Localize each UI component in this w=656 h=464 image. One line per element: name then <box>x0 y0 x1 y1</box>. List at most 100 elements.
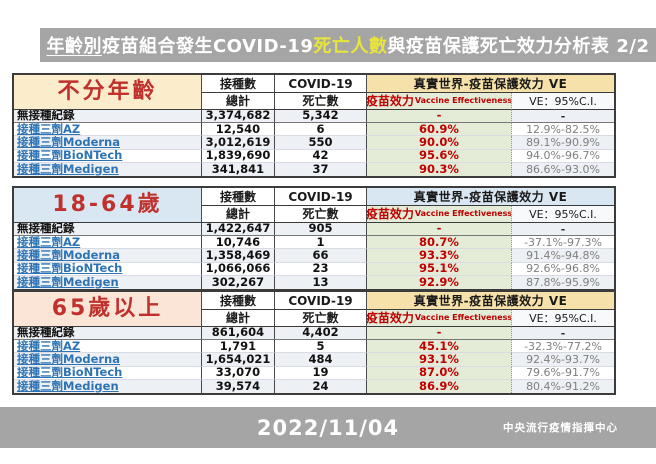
table-age-group-label: 不分年齡 <box>14 75 202 110</box>
row-label: 無接種紀錄 <box>14 110 202 124</box>
cell-vaccine-effectiveness: 45.1% <box>367 340 512 354</box>
cell-vaccinated-total: 1,654,021 <box>202 353 275 367</box>
col-header-deaths: 死亡數 <box>275 93 367 110</box>
cell-vaccine-effectiveness: 95.6% <box>367 149 512 163</box>
cell-vaccinated-total: 302,267 <box>202 275 275 289</box>
cell-vaccinated-total: 1,791 <box>202 340 275 354</box>
cell-vaccine-effectiveness: 86.9% <box>367 379 512 393</box>
cell-confidence-interval: 86.6%-93.0% <box>512 162 614 176</box>
ve-sub-label-en: Vaccine Effectiveness <box>414 209 512 218</box>
ve-sub-label-zh: 疫苗效力 <box>367 311 414 325</box>
cell-confidence-interval: 92.4%-93.7% <box>512 353 614 367</box>
cell-confidence-interval: 87.8%-95.9% <box>512 275 614 289</box>
cell-vaccinated-total: 39,574 <box>202 379 275 393</box>
footer-agency: 中央流行疫情指揮中心 <box>503 422 618 434</box>
row-label: 接種三劑BioNTech <box>14 262 202 276</box>
cell-vaccinated-total: 3,374,682 <box>202 110 275 124</box>
cell-confidence-interval: 80.4%-91.2% <box>512 379 614 393</box>
cell-confidence-interval: -37.1%-97.3% <box>512 236 614 250</box>
cell-vaccine-effectiveness: 90.0% <box>367 136 512 150</box>
col-header-ve-sub: 疫苗效力 Vaccine Effectiveness <box>367 93 512 110</box>
col-header-ci: VE：95%C.I. <box>512 206 614 223</box>
cell-vaccinated-total: 861,604 <box>202 327 275 341</box>
cell-death-count: 19 <box>275 366 367 380</box>
col-header-total: 總計 <box>202 93 275 110</box>
cell-confidence-interval: 79.6%-91.7% <box>512 367 614 380</box>
row-label: 接種三劑AZ <box>14 340 202 354</box>
cell-vaccinated-total: 3,012,619 <box>202 136 275 150</box>
cell-confidence-interval: 94.0%-96.7% <box>512 150 614 163</box>
cell-confidence-interval: 89.1%-90.9% <box>512 136 614 150</box>
cell-vaccinated-total: 1,358,469 <box>202 249 275 263</box>
title-highlight-part: 死亡人數 <box>313 36 388 57</box>
cell-death-count: 5,342 <box>275 110 367 124</box>
cell-death-count: 550 <box>275 136 367 150</box>
col-header-deaths: 死亡數 <box>275 310 367 327</box>
row-label: 無接種紀錄 <box>14 327 202 341</box>
cell-death-count: 42 <box>275 149 367 163</box>
ve-sub-label-en: Vaccine Effectiveness <box>414 96 512 105</box>
cell-vaccine-effectiveness: 93.3% <box>367 249 512 263</box>
ve-sub-label-zh: 疫苗效力 <box>367 94 414 108</box>
cell-death-count: 4,402 <box>275 327 367 341</box>
footer-bar: 2022/11/04 中央流行疫情指揮中心 <box>0 407 656 448</box>
cell-vaccinated-total: 12,540 <box>202 123 275 137</box>
col-header-ve-sub: 疫苗效力 Vaccine Effectiveness <box>367 206 512 223</box>
cell-death-count: 66 <box>275 249 367 263</box>
table-age-65plus: 65歲以上 接種數 COVID-19 真實世界-疫苗保護效力 VE 總計 死亡數 疫苗效力 V… <box>12 290 616 395</box>
cell-vaccine-effectiveness: 87.0% <box>367 366 512 380</box>
cell-vaccine-effectiveness: 80.7% <box>367 236 512 250</box>
cell-death-count: 5 <box>275 340 367 354</box>
cell-confidence-interval: 92.6%-96.8% <box>512 263 614 276</box>
col-header-ci: VE：95%C.I. <box>512 93 614 110</box>
cell-death-count: 23 <box>275 262 367 276</box>
table-age-group-label: 18-64歲 <box>14 188 202 223</box>
cell-vaccinated-total: 1,066,066 <box>202 262 275 276</box>
col-header-covid: COVID-19 <box>275 188 367 206</box>
cell-vaccine-effectiveness: - <box>367 110 512 124</box>
cell-death-count: 484 <box>275 353 367 367</box>
row-label: 接種三劑Moderna <box>14 249 202 263</box>
cell-vaccine-effectiveness: 92.9% <box>367 275 512 289</box>
cell-vaccinated-total: 1,839,690 <box>202 149 275 163</box>
cell-death-count: 13 <box>275 275 367 289</box>
table-age-group-label: 65歲以上 <box>14 292 202 327</box>
cell-vaccine-effectiveness: 95.1% <box>367 262 512 276</box>
cell-death-count: 37 <box>275 162 367 176</box>
cell-death-count: 6 <box>275 123 367 137</box>
row-label: 接種三劑AZ <box>14 236 202 250</box>
table-age-18-64: 18-64歲 接種數 COVID-19 真實世界-疫苗保護效力 VE 總計 死亡數 疫苗效力… <box>12 186 616 291</box>
col-header-ve-group: 真實世界-疫苗保護效力 VE <box>367 188 614 206</box>
col-header-ve-sub: 疫苗效力 Vaccine Effectiveness <box>367 310 512 327</box>
col-header-covid: COVID-19 <box>275 75 367 93</box>
row-label: 接種三劑Moderna <box>14 136 202 150</box>
row-label: 接種三劑Medigen <box>14 162 202 176</box>
row-label: 無接種紀錄 <box>14 223 202 237</box>
col-header-deaths: 死亡數 <box>275 206 367 223</box>
row-label: 接種三劑AZ <box>14 123 202 137</box>
ve-sub-label-zh: 疫苗效力 <box>367 207 414 221</box>
title-underlined-part: 年齡別 <box>46 36 102 57</box>
col-header-total: 總計 <box>202 206 275 223</box>
col-header-dose-count: 接種數 <box>202 188 275 206</box>
footer-date: 2022/11/04 <box>256 415 400 440</box>
page-title: 年齡別疫苗組合發生COVID-19死亡人數與疫苗保護死亡效力分析表 2/2 <box>46 32 649 58</box>
cell-vaccinated-total: 1,422,647 <box>202 223 275 237</box>
cell-confidence-interval: - <box>512 223 614 237</box>
cell-vaccinated-total: 10,746 <box>202 236 275 250</box>
cell-confidence-interval: - <box>512 327 614 341</box>
col-header-total: 總計 <box>202 310 275 327</box>
col-header-ve-group: 真實世界-疫苗保護效力 VE <box>367 292 614 310</box>
title-bar: 年齡別疫苗組合發生COVID-19死亡人數與疫苗保護死亡效力分析表 2/2 <box>40 28 656 62</box>
ve-sub-label-en: Vaccine Effectiveness <box>414 313 512 322</box>
cell-vaccine-effectiveness: 90.3% <box>367 162 512 176</box>
col-header-dose-count: 接種數 <box>202 292 275 310</box>
cell-vaccinated-total: 33,070 <box>202 366 275 380</box>
cell-vaccine-effectiveness: 60.9% <box>367 123 512 137</box>
col-header-dose-count: 接種數 <box>202 75 275 93</box>
row-label: 接種三劑BioNTech <box>14 149 202 163</box>
cell-vaccine-effectiveness: - <box>367 223 512 237</box>
title-plain-part: 疫苗組合發生COVID-19 <box>101 36 314 57</box>
cell-vaccine-effectiveness: 93.1% <box>367 353 512 367</box>
